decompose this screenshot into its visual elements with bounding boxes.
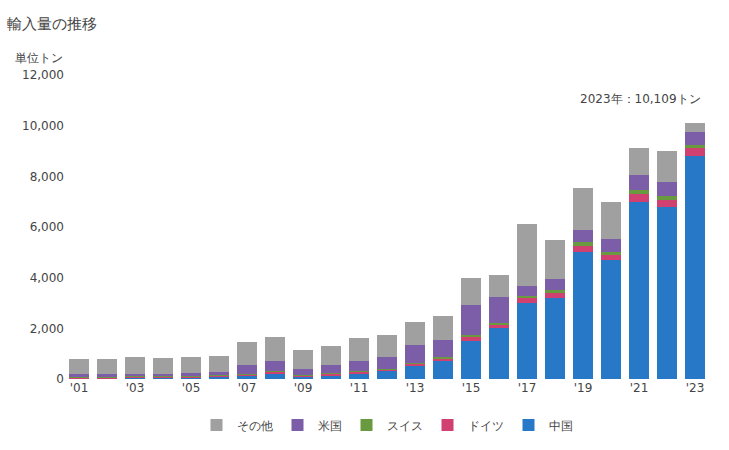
svg-text:'15: '15 xyxy=(462,381,481,395)
svg-text:12,000: 12,000 xyxy=(22,68,64,82)
svg-text:スイス: スイス xyxy=(387,419,423,433)
svg-text:'21: '21 xyxy=(630,381,649,395)
svg-text:'23: '23 xyxy=(686,381,705,395)
svg-text:'01: '01 xyxy=(70,381,89,395)
svg-text:'13: '13 xyxy=(406,381,425,395)
svg-text:'17: '17 xyxy=(518,381,537,395)
svg-text:中国: 中国 xyxy=(549,419,573,433)
svg-text:ドイツ: ドイツ xyxy=(468,419,504,433)
svg-text:米国: 米国 xyxy=(318,419,342,433)
svg-text:'05: '05 xyxy=(182,381,201,395)
svg-text:10,000: 10,000 xyxy=(22,119,64,133)
svg-text:その他: その他 xyxy=(237,419,273,433)
svg-text:'11: '11 xyxy=(350,381,369,395)
svg-text:4,000: 4,000 xyxy=(30,271,64,285)
svg-text:2,000: 2,000 xyxy=(30,322,64,336)
svg-text:'09: '09 xyxy=(294,381,313,395)
svg-text:'07: '07 xyxy=(238,381,257,395)
svg-text:8,000: 8,000 xyxy=(30,170,64,184)
svg-text:輸入量の推移: 輸入量の推移 xyxy=(7,15,97,33)
svg-text:'19: '19 xyxy=(574,381,593,395)
svg-text:0: 0 xyxy=(56,372,64,386)
svg-text:2023年：10,109トン: 2023年：10,109トン xyxy=(580,92,701,106)
svg-text:6,000: 6,000 xyxy=(30,220,64,234)
svg-text:'03: '03 xyxy=(126,381,145,395)
svg-text:単位トン: 単位トン xyxy=(15,51,63,65)
